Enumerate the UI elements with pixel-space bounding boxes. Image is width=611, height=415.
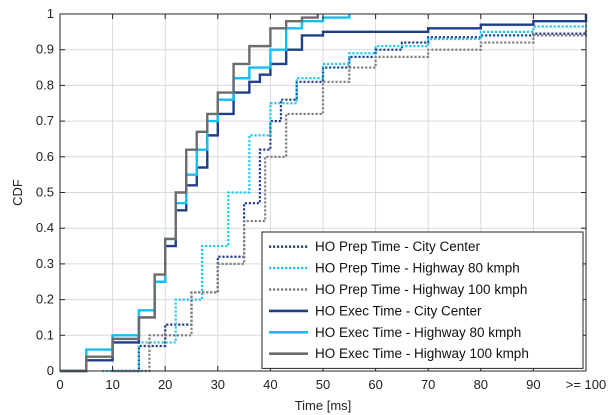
x-axis-ticks: 0 10 20 30 40 50 60 70 80 90 >= 100 — [56, 14, 606, 392]
x-tick-label: >= 100 — [566, 377, 607, 392]
y-axis-label: CDF — [10, 179, 25, 206]
series-line-6 — [60, 14, 319, 373]
y-tick-label: 0.6 — [36, 149, 54, 164]
x-tick-label: 40 — [263, 377, 277, 392]
legend-box — [261, 231, 584, 369]
y-axis-ticks: 0 0.1 0.2 0.3 0.4 0.5 0.6 0.7 0.8 0.9 1 — [36, 6, 586, 378]
legend-label-2: HO Prep Time - Highway 80 kmph — [315, 261, 520, 276]
series-layer — [60, 14, 588, 373]
x-tick-label: 50 — [316, 377, 330, 392]
legend-label-5: HO Exec Time - Highway 80 kmph — [315, 325, 521, 340]
legend-label-6: HO Exec Time - Highway 100 kmph — [315, 346, 529, 361]
legend: HO Prep Time - City Center HO Prep Time -… — [261, 231, 584, 369]
x-tick-label: 0 — [56, 377, 63, 392]
y-tick-label: 0.8 — [36, 77, 54, 92]
x-tick-label: 30 — [211, 377, 225, 392]
x-tick-label: 60 — [368, 377, 382, 392]
y-tick-label: 0.3 — [36, 256, 54, 271]
y-tick-label: 0.2 — [36, 292, 54, 307]
y-tick-label: 0.1 — [36, 327, 54, 342]
y-tick-label: 0 — [47, 363, 54, 378]
legend-label-1: HO Prep Time - City Center — [315, 239, 481, 254]
y-tick-label: 0.9 — [36, 42, 54, 57]
legend-label-4: HO Exec Time - City Center — [315, 303, 482, 318]
x-tick-label: 90 — [526, 377, 540, 392]
y-tick-label: 0.5 — [36, 185, 54, 200]
y-tick-label: 1 — [47, 6, 54, 21]
y-tick-label: 0.7 — [36, 113, 54, 128]
x-tick-label: 20 — [158, 377, 172, 392]
x-tick-label: 10 — [105, 377, 119, 392]
y-tick-label: 0.4 — [36, 220, 54, 235]
series-line-2 — [102, 22, 588, 373]
x-tick-label: 80 — [474, 377, 488, 392]
x-axis-label: Time [ms] — [295, 398, 352, 413]
legend-label-3: HO Prep Time - Highway 100 kmph — [315, 282, 527, 297]
x-tick-label: 70 — [421, 377, 435, 392]
